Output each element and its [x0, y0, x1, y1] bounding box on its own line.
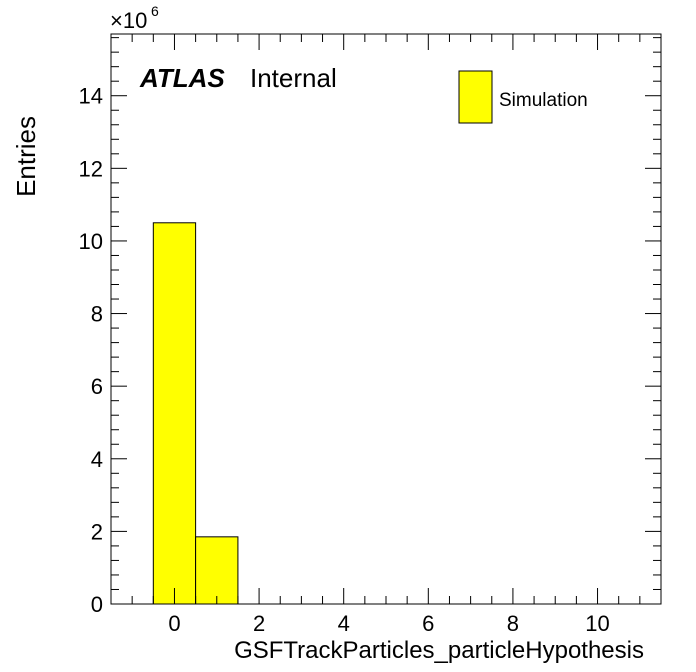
y-tick-label-6: 12 — [79, 156, 103, 181]
y-tick-label-5: 10 — [79, 229, 103, 254]
axis-ticks — [110, 34, 662, 605]
x-tick-label-1: 2 — [253, 611, 265, 636]
x-tick-label-2: 4 — [338, 611, 350, 636]
y-tick-label-7: 14 — [79, 84, 103, 109]
histogram-bar-0 — [152, 222, 197, 605]
plot-frame — [110, 33, 662, 605]
x-tick-label-0: 0 — [168, 611, 180, 636]
atlas-label: ATLAS — [139, 63, 225, 93]
x-tick-label-4: 8 — [507, 611, 519, 636]
y-multiplier-exponent: 6 — [151, 3, 159, 19]
histogram-bars — [152, 222, 239, 605]
y-tick-label-4: 8 — [91, 302, 103, 327]
y-tick-label-0: 0 — [91, 592, 103, 617]
atlas-status-label: Internal — [250, 63, 337, 93]
y-tick-label-1: 2 — [91, 519, 103, 544]
x-tick-label-5: 10 — [585, 611, 609, 636]
x-tick-label-3: 6 — [422, 611, 434, 636]
y-tick-label-2: 4 — [91, 447, 103, 472]
legend-swatch-simulation — [458, 70, 493, 124]
x-axis-label: GSFTrackParticles_particleHypothesis — [234, 637, 644, 664]
y-tick-label-3: 6 — [91, 374, 103, 399]
legend-label-simulation: Simulation — [499, 90, 588, 111]
tick-labels: 0 2 4 6 8 10 0 2 4 6 8 10 12 14 — [79, 84, 610, 636]
y-axis-label: Entries — [11, 116, 41, 197]
legend: Simulation — [458, 70, 588, 124]
histogram-bar-1 — [195, 536, 239, 605]
y-multiplier-base: ×10 — [110, 8, 147, 33]
